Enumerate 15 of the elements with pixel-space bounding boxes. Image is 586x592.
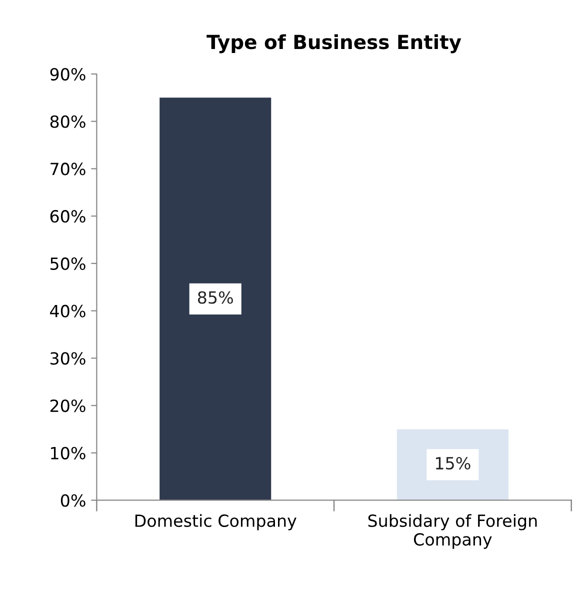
chart-title: Type of Business Entity	[206, 34, 462, 54]
y-tick-label: 70%	[50, 162, 86, 176]
y-tick-label: 20%	[50, 399, 86, 412]
y-tick-label: 0%	[60, 494, 86, 507]
x-tick-label: Subsidary of Foreign Company	[368, 514, 537, 549]
y-tick-label: 80%	[50, 115, 86, 128]
y-tick-label: 40%	[50, 304, 86, 318]
y-tick-label: 90%	[50, 68, 86, 81]
x-tick-label: Domestic Company	[135, 514, 296, 530]
y-tick-label: 30%	[50, 352, 86, 365]
data-label: 15%	[436, 456, 470, 470]
y-tick-label: 50%	[50, 257, 86, 270]
y-tick-label: 60%	[50, 210, 86, 223]
data-label: 85%	[198, 291, 233, 304]
y-tick-label: 10%	[51, 446, 86, 460]
